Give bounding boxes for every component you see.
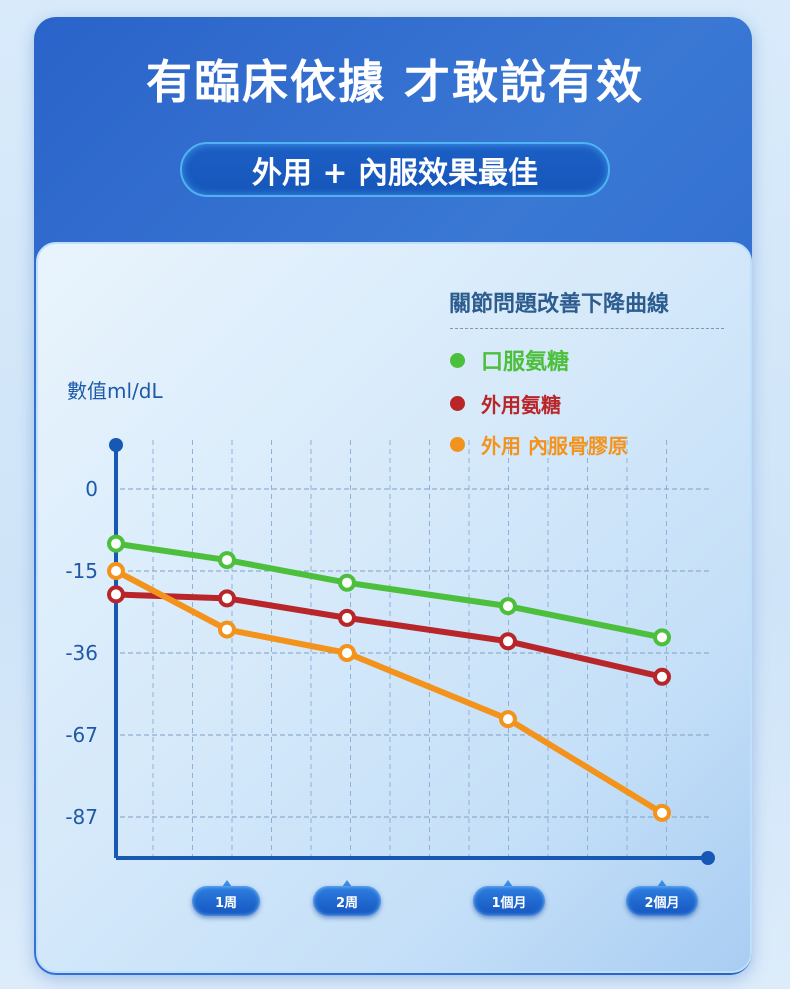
data-point bbox=[338, 608, 356, 627]
x-tick-pointer bbox=[657, 880, 667, 887]
legend-item-oral-glucosamine: 口服氨糖 bbox=[450, 344, 569, 376]
x-tick-1-week: 1周 bbox=[192, 886, 260, 916]
data-point bbox=[338, 644, 356, 662]
data-point bbox=[653, 667, 671, 686]
data-point bbox=[218, 589, 236, 608]
data-point bbox=[218, 620, 236, 639]
data-point bbox=[653, 803, 671, 822]
x-tick-2-weeks: 2周 bbox=[313, 886, 381, 916]
data-point bbox=[338, 573, 356, 592]
legend-label: 外用 內服骨膠原 bbox=[481, 434, 628, 458]
subtitle-pill: 外用 + 內服效果最佳 bbox=[180, 142, 610, 197]
series-line-1 bbox=[115, 591, 663, 680]
chart-panel bbox=[36, 242, 752, 973]
y-axis-label: 數值ml/dL bbox=[67, 379, 163, 403]
x-axis-end-dot bbox=[701, 851, 715, 865]
y-tick-label: 0 bbox=[85, 477, 98, 501]
data-point bbox=[107, 534, 125, 553]
legend-dot-green bbox=[450, 352, 465, 368]
x-tick-pointer bbox=[503, 880, 513, 887]
data-point bbox=[499, 597, 517, 616]
data-point bbox=[499, 710, 517, 729]
x-tick-1-month: 1個月 bbox=[473, 886, 545, 916]
legend-label: 外用氨糖 bbox=[481, 393, 561, 417]
legend-divider bbox=[450, 328, 724, 329]
chart-title: 關節問題改善下降曲線 bbox=[449, 292, 670, 317]
y-tick-label: -67 bbox=[65, 723, 98, 747]
legend-label: 口服氨糖 bbox=[481, 350, 570, 375]
series-line-2 bbox=[114, 568, 664, 816]
legend-dot-orange bbox=[450, 437, 465, 452]
y-axis-end-dot bbox=[109, 438, 123, 452]
data-point bbox=[218, 551, 236, 570]
data-point bbox=[107, 562, 125, 580]
x-tick-2-months: 2個月 bbox=[626, 886, 698, 916]
data-point bbox=[499, 632, 517, 651]
legend-item-collagen: 外用 內服骨膠原 bbox=[450, 430, 628, 459]
legend-item-topical-glucosamine: 外用氨糖 bbox=[450, 389, 561, 418]
x-tick-pointer bbox=[342, 880, 352, 887]
data-point bbox=[107, 585, 125, 604]
x-tick-pointer bbox=[222, 880, 232, 887]
y-tick-label: -15 bbox=[65, 559, 98, 583]
data-point bbox=[653, 628, 671, 647]
y-tick-label: -87 bbox=[65, 805, 98, 829]
legend-dot-red bbox=[450, 396, 465, 411]
page-title: 有臨床依據 才敢說有效 bbox=[145, 55, 644, 109]
y-tick-label: -36 bbox=[65, 641, 98, 665]
